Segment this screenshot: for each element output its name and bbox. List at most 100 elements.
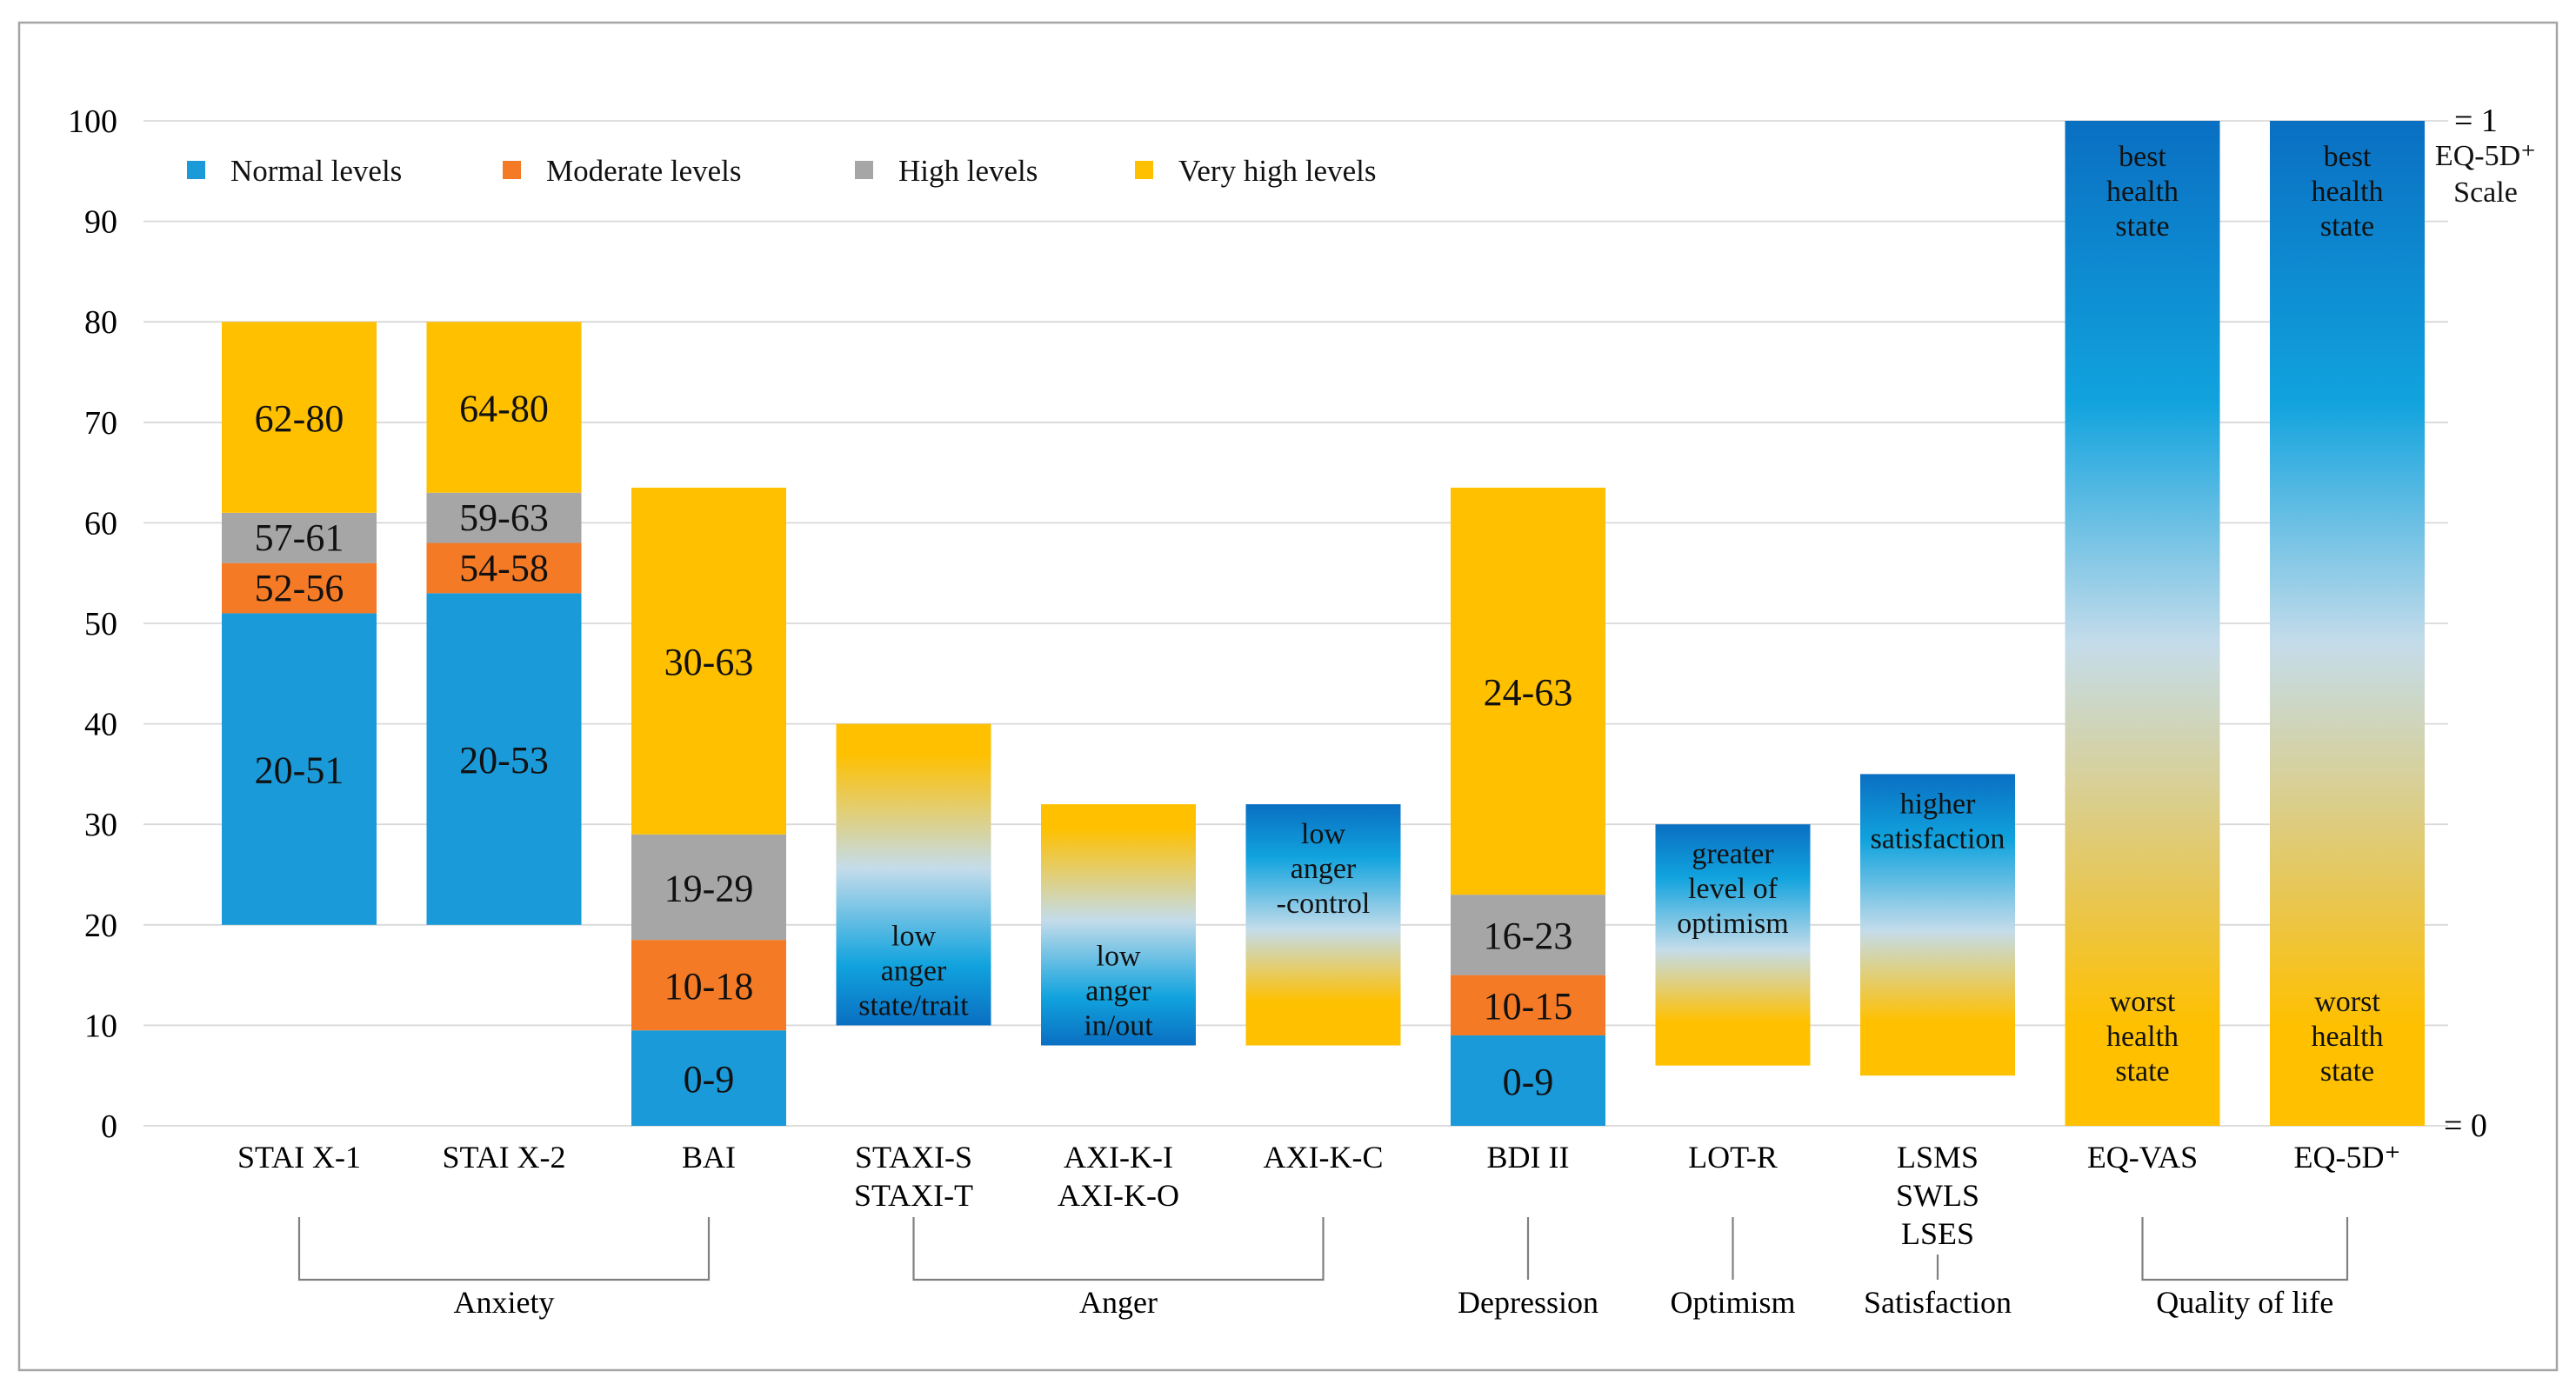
bar-annotation: state (2320, 1055, 2374, 1088)
bar-annotation: low (1301, 818, 1345, 850)
segment-label: 64-80 (459, 387, 549, 429)
y-tick-label: 50 (84, 606, 117, 642)
bars: 20-51 52-56 57-61 62-80 20-53 54-58 59-63 64-80… (222, 121, 2425, 1126)
bar-annotation: health (2311, 176, 2383, 208)
category-label: STAI X-1 (237, 1140, 361, 1175)
segment-label: 19-29 (664, 867, 754, 909)
right-axis-top-label: = 1 (2454, 103, 2498, 139)
segment-label: 24-63 (1484, 671, 1573, 714)
category-label: EQ-5D⁺ (2294, 1140, 2401, 1175)
y-tick-label: 40 (84, 707, 117, 743)
category-label: EQ-VAS (2087, 1140, 2198, 1175)
segment-label: 10-15 (1484, 985, 1573, 1028)
bar-segment-normal (1451, 1035, 1605, 1126)
bar-annotation: greater (1692, 838, 1774, 870)
bar-gradient (1655, 824, 1811, 1066)
bar-annotation: low (1097, 941, 1141, 973)
y-tick-label: 60 (84, 505, 117, 542)
bar-annotation: satisfaction (1871, 822, 2005, 855)
category-label: AXI-K-I (1064, 1140, 1173, 1175)
bar-annotation: optimism (1677, 908, 1788, 940)
segment-label: 0-9 (684, 1058, 735, 1101)
segment-label: 57-61 (255, 516, 344, 559)
category-label: STAI X-2 (442, 1140, 565, 1175)
group-bracket (2141, 1217, 2349, 1281)
bar-gradient (1041, 804, 1196, 1046)
bar-2: 0-9 10-18 19-29 30-63 (631, 487, 786, 1126)
y-axis-ticks: 0 10 20 30 40 50 60 70 80 90 100 (68, 103, 117, 1145)
bar-annotation: health (2106, 1021, 2179, 1053)
bar-segment-high (426, 492, 582, 543)
group-brackets: Anxiety Anger Depression Optimism Satisfacti… (297, 1217, 2349, 1320)
group-label: Depression (1458, 1285, 1598, 1320)
bar-segment-high (222, 512, 377, 563)
right-axis-bottom-label: = 0 (2444, 1108, 2487, 1144)
bar-gradient (2065, 121, 2220, 1126)
bar-annotation: best (2119, 141, 2166, 173)
group-label: Anxiety (454, 1285, 555, 1320)
bar-segment-normal (631, 1030, 786, 1126)
bar-segment-very-high (1451, 487, 1605, 895)
segment-label: 52-56 (255, 567, 344, 609)
right-axis-title: EQ-5D⁺ (2435, 140, 2536, 172)
y-tick-label: 90 (84, 204, 117, 241)
segment-label: 20-53 (459, 739, 549, 782)
category-label: AXI-K-C (1264, 1140, 1384, 1175)
right-axis: = 1EQ-5D⁺ Scale = 0 (2435, 103, 2536, 1144)
bar-gradient (2270, 121, 2425, 1126)
legend-swatch (1135, 161, 1153, 179)
group-label: Optimism (1670, 1285, 1795, 1320)
bar-annotation: anger (1085, 975, 1151, 1008)
category-label: STAXI-S (855, 1140, 972, 1175)
group-bracket (912, 1217, 1325, 1281)
legend-swatch (187, 161, 205, 179)
bar-annotation: anger (1291, 853, 1357, 885)
category-label: LOT-R (1688, 1140, 1778, 1175)
bar-gradient (1245, 804, 1401, 1046)
segment-label: 59-63 (459, 496, 549, 539)
bar-annotation: state (2115, 210, 2169, 243)
group-bracket (297, 1217, 711, 1281)
segment-label: 16-23 (1484, 915, 1573, 957)
bar-annotation: health (2311, 1021, 2383, 1053)
bar-1: 20-53 54-58 59-63 64-80 (426, 322, 582, 925)
y-tick-label: 0 (101, 1108, 117, 1145)
category-label: BAI (682, 1140, 736, 1175)
segment-label: 62-80 (255, 397, 344, 440)
bar-segment-moderate (222, 562, 377, 614)
bar-segment-very-high (222, 322, 377, 513)
segment-label: 10-18 (664, 965, 754, 1008)
bar-segment-normal (426, 593, 582, 925)
bar-annotation: state (2115, 1055, 2169, 1088)
bar-segment-very-high (631, 487, 786, 835)
legend-label: Moderate levels (546, 154, 742, 188)
legend-label: High levels (898, 154, 1038, 188)
bar-annotation: best (2324, 141, 2372, 173)
y-tick-label: 100 (68, 103, 117, 140)
category-label: SWLS (1896, 1178, 1979, 1213)
y-tick-label: 10 (84, 1008, 117, 1044)
bar-annotation: state (2320, 210, 2374, 243)
legend-swatch (855, 161, 873, 179)
bar-annotation: -control (1277, 888, 1371, 920)
bar-segment-moderate (1451, 975, 1605, 1035)
group-label: Satisfaction (1864, 1285, 2012, 1320)
category-label: AXI-K-O (1058, 1178, 1179, 1213)
y-tick-label: 30 (84, 807, 117, 843)
segment-label: 30-63 (664, 641, 754, 683)
legend-label: Very high levels (1178, 154, 1376, 188)
group-label: Quality of life (2156, 1285, 2333, 1320)
bar-segment-high (1451, 895, 1605, 975)
category-label: LSES (1901, 1216, 1974, 1251)
bar-segment-very-high (426, 322, 582, 493)
bar-annotation: in/out (1084, 1010, 1153, 1042)
y-tick-label: 80 (84, 304, 117, 341)
